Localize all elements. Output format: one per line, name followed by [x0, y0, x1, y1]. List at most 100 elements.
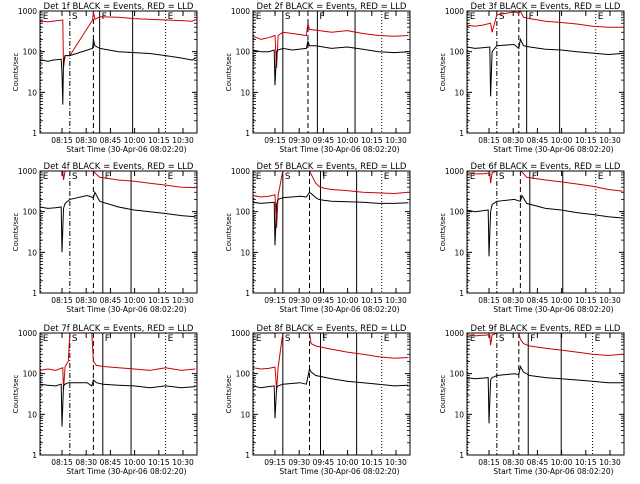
plot-frame [466, 332, 625, 456]
x-tick-label: 10:00 [124, 296, 146, 305]
lld-series-line [39, 11, 196, 68]
event-marker-label: S [499, 12, 505, 22]
event-marker-label: E [256, 334, 262, 344]
events-series-line [466, 37, 623, 97]
plot-frame [39, 170, 198, 294]
x-tick-label: 10:15 [361, 296, 383, 305]
y-tick-label: 1 [32, 451, 37, 460]
event-marker-label: S [285, 172, 291, 182]
events-series-line [252, 39, 409, 86]
y-tick-label: 1000 [231, 329, 250, 338]
x-tick-label: 10:30 [599, 136, 621, 145]
y-tick-label: 100 [236, 48, 251, 57]
y-tick-label: 10 [27, 410, 37, 419]
event-marker-label: E [384, 12, 390, 22]
x-tick-label: 10:00 [551, 296, 573, 305]
event-marker-label: E [384, 334, 390, 344]
x-tick-label: 08:45 [527, 296, 549, 305]
y-axis-label: Counts/sec [225, 213, 233, 252]
event-marker-label: F [532, 172, 537, 182]
events-series-line [252, 367, 409, 419]
events-series-line [39, 190, 196, 253]
chart-panel-4: Det 4f BLACK = Events, RED = LLD 1 10 100 10… [12, 162, 198, 314]
x-tick-label: 10:30 [385, 458, 407, 467]
y-tick-label: 100 [23, 208, 38, 217]
x-tick-label: 08:30 [75, 136, 97, 145]
chart-title: Det 9f BLACK = Events, RED = LLD [471, 324, 621, 334]
x-tick-label: 10:30 [599, 296, 621, 305]
x-tick-label: 09:30 [288, 458, 310, 467]
x-tick-label: 08:30 [502, 136, 524, 145]
x-tick-label: 08:45 [100, 458, 122, 467]
y-tick-label: 1000 [18, 167, 37, 176]
lld-series-line [466, 332, 623, 357]
x-tick-label: 08:15 [478, 296, 500, 305]
x-tick-label: 10:15 [148, 458, 170, 467]
y-axis-label: Counts/sec [225, 53, 233, 92]
y-tick-label: 1 [459, 451, 464, 460]
event-marker-label: S [72, 334, 78, 344]
event-marker-label: E [598, 12, 604, 22]
x-tick-label: 10:30 [385, 296, 407, 305]
event-marker-label: F [529, 12, 534, 22]
event-marker-label: E [470, 12, 476, 22]
y-axis-label: Counts/sec [12, 375, 20, 414]
event-marker-label: E [168, 334, 174, 344]
chart-panel-8: Det 8f BLACK = Events, RED = LLD 1 10 100 10… [225, 324, 411, 476]
event-marker-label: E [43, 334, 49, 344]
events-series-line [466, 194, 623, 257]
chart-title: Det 3f BLACK = Events, RED = LLD [471, 2, 621, 12]
y-axis-label: Counts/sec [12, 53, 20, 92]
events-series-line [252, 191, 409, 246]
event-marker-label: S [285, 12, 291, 22]
lld-series-line [252, 170, 409, 228]
x-tick-label: 08:45 [527, 458, 549, 467]
chart-title: Det 2f BLACK = Events, RED = LLD [257, 2, 407, 12]
x-tick-label: 10:00 [337, 136, 359, 145]
x-axis-label: Start Time (30-Apr-06 08:02:20) [493, 145, 613, 154]
chart-title: Det 6f BLACK = Events, RED = LLD [471, 162, 621, 172]
y-tick-label: 1 [32, 129, 37, 138]
chart-title: Det 1f BLACK = Events, RED = LLD [44, 2, 194, 12]
x-tick-label: 08:30 [75, 458, 97, 467]
event-marker-label: F [319, 12, 324, 22]
y-tick-label: 1000 [18, 7, 37, 16]
x-tick-label: 10:15 [361, 136, 383, 145]
x-tick-label: 10:30 [172, 296, 194, 305]
chart-title: Det 7f BLACK = Events, RED = LLD [44, 324, 194, 334]
chart-panel-7: Det 7f BLACK = Events, RED = LLD 1 10 100 10… [12, 324, 198, 476]
event-marker-label: F [530, 334, 535, 344]
y-tick-label: 10 [27, 248, 37, 257]
event-marker-label: F [323, 334, 328, 344]
x-tick-label: 10:00 [337, 296, 359, 305]
x-tick-label: 09:15 [264, 458, 286, 467]
y-tick-label: 100 [23, 48, 38, 57]
x-tick-label: 10:00 [124, 458, 146, 467]
event-marker-label: E [470, 172, 476, 182]
plot-frame [39, 10, 198, 134]
y-tick-label: 1 [245, 451, 250, 460]
y-tick-label: 1 [32, 289, 37, 298]
x-tick-label: 08:15 [51, 458, 73, 467]
event-marker-label: S [72, 12, 78, 22]
x-tick-label: 10:30 [385, 136, 407, 145]
x-tick-label: 08:30 [502, 458, 524, 467]
event-marker-label: E [43, 172, 49, 182]
event-marker-label: E [384, 172, 390, 182]
event-marker-label: F [323, 172, 328, 182]
y-tick-label: 100 [236, 370, 251, 379]
y-tick-label: 1 [245, 289, 250, 298]
chart-title: Det 5f BLACK = Events, RED = LLD [257, 162, 407, 172]
plot-frame [252, 170, 411, 294]
plot-frame [39, 332, 198, 456]
x-tick-label: 10:15 [575, 296, 597, 305]
y-tick-label: 1 [459, 129, 464, 138]
events-series-line [39, 379, 196, 427]
x-tick-label: 10:15 [575, 136, 597, 145]
x-tick-label: 08:30 [75, 296, 97, 305]
x-tick-label: 09:45 [313, 458, 335, 467]
plot-frame [466, 170, 625, 294]
y-tick-label: 100 [450, 370, 465, 379]
